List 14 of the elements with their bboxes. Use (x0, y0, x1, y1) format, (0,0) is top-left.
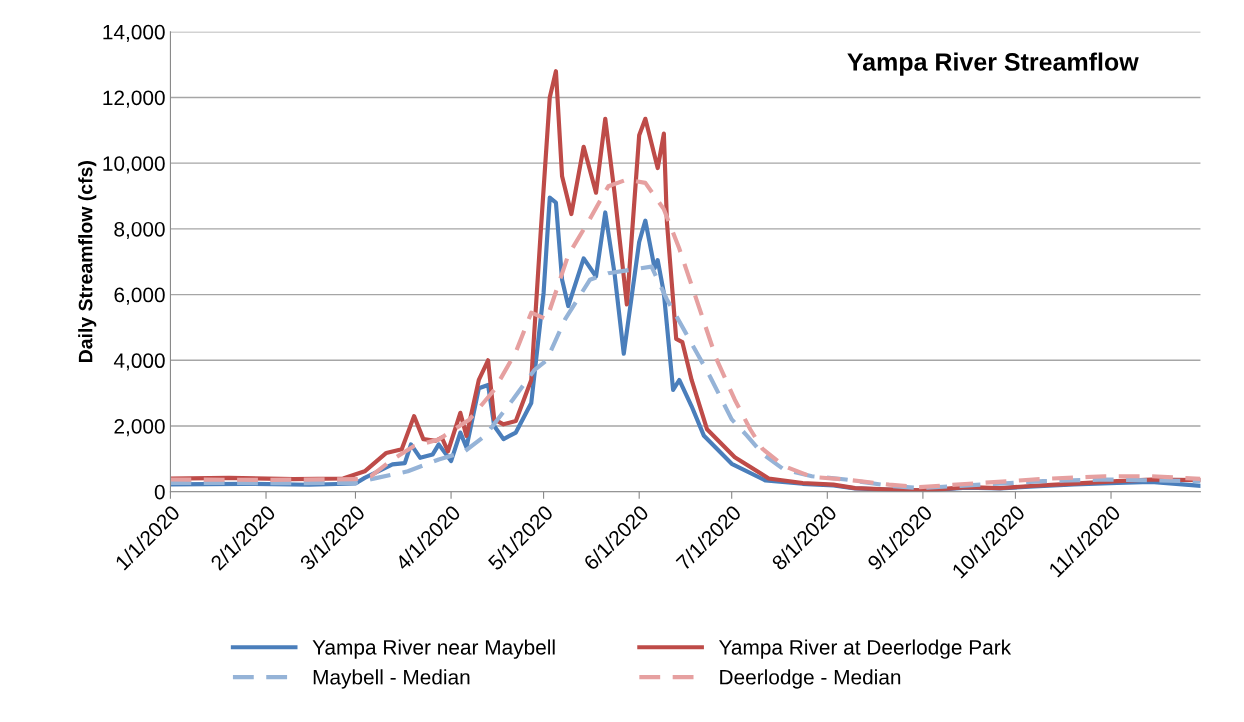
y-tick-label: 10,000 (103, 156, 165, 174)
legend-label: Deerlodge - Median (720, 669, 901, 689)
text: Yampa River Streamflow (847, 52, 1139, 76)
legend-label: Maybell - Median (313, 669, 470, 689)
y-tick-label: 0 (154, 484, 165, 500)
y-tick-label: 2,000 (114, 418, 165, 437)
y-tick-label: 6,000 (114, 287, 165, 305)
legend-label: Yampa River at Deerlodge Park (718, 639, 1012, 659)
legend-label: Yampa River near Maybell (312, 639, 555, 659)
y-axis-title: Daily Streamflow (cfs) (78, 161, 97, 362)
y-tick-label: 4,000 (113, 353, 165, 371)
y-tick-label: 12,000 (103, 90, 165, 108)
y-tick-label: 8,000 (114, 221, 165, 240)
y-tick-label: 14,000 (103, 24, 165, 42)
